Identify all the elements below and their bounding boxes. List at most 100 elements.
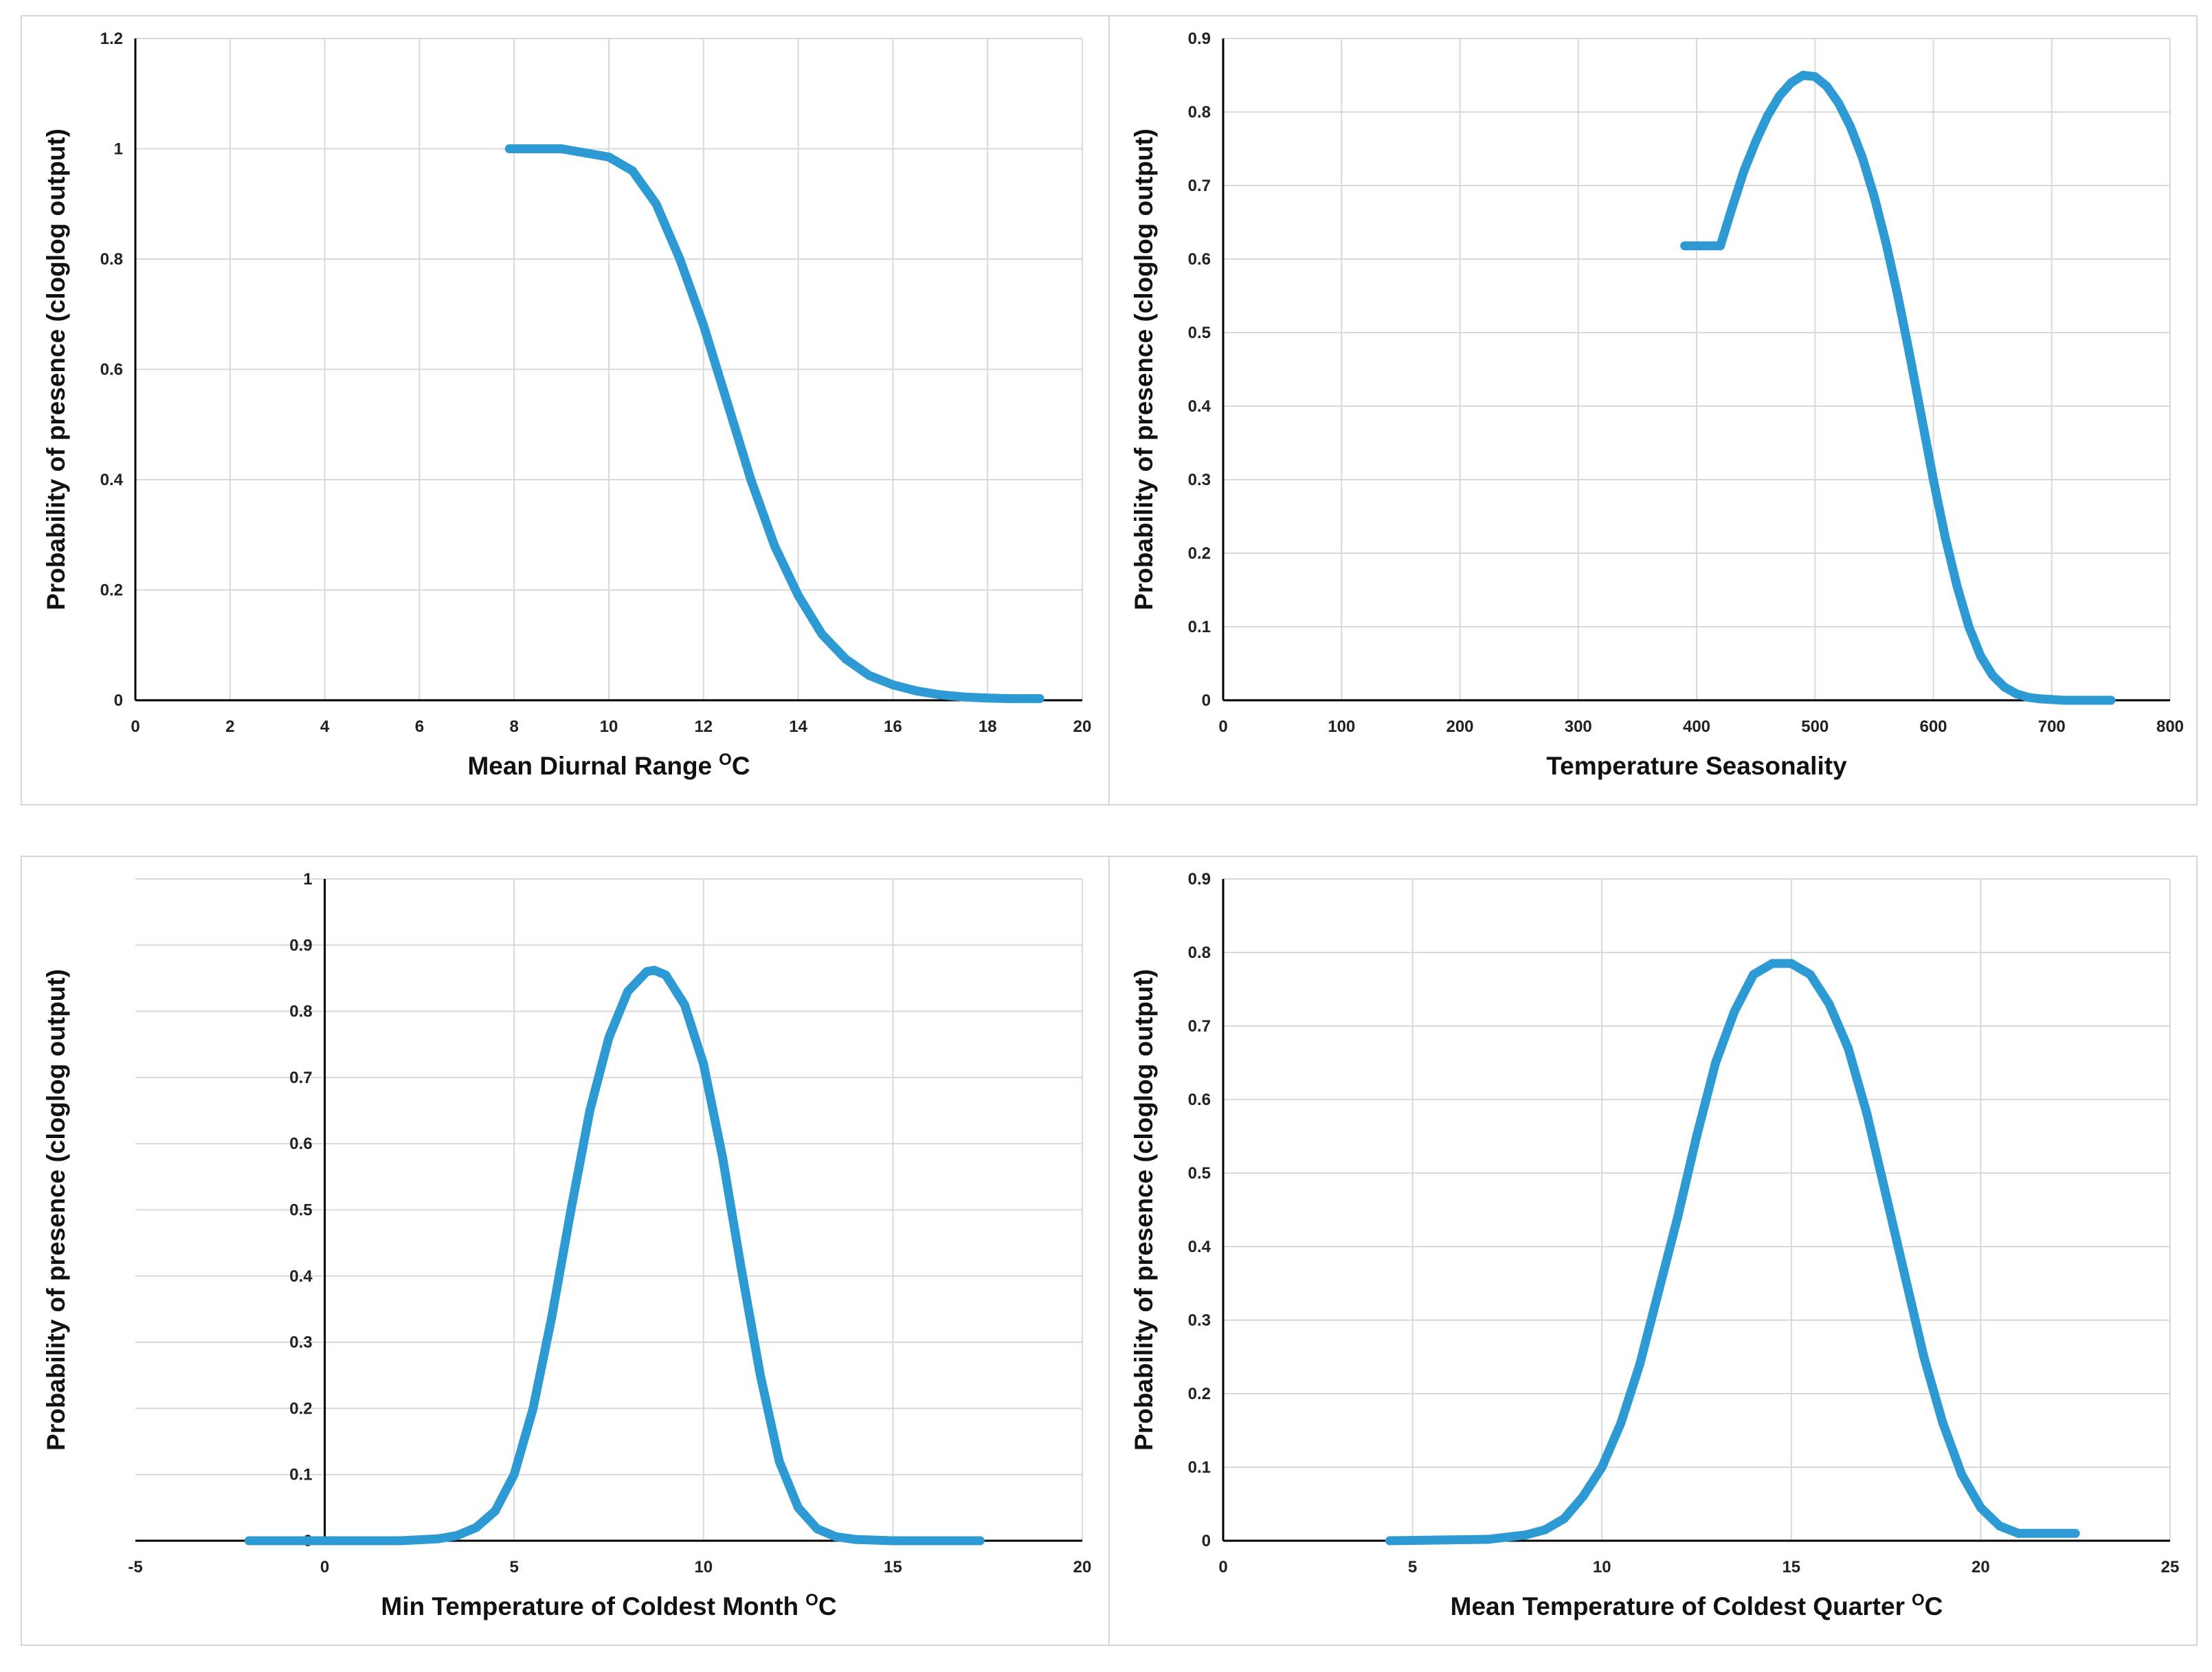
data-point <box>1869 192 1879 201</box>
data-point <box>1917 412 1926 422</box>
x-tick-label: 25 <box>2161 1558 2180 1576</box>
data-point <box>1976 651 1985 661</box>
x-tick-label: 10 <box>1593 1558 1611 1576</box>
data-point <box>2070 695 2080 705</box>
data-point <box>396 1536 405 1546</box>
data-point <box>1739 166 1749 176</box>
data-point <box>1938 1418 1947 1428</box>
y-axis-label: Probability of presence (cloglog output) <box>42 129 70 610</box>
data-point <box>1846 122 1855 131</box>
x-tick-label: 5 <box>1408 1558 1417 1576</box>
x-tick-label: 18 <box>979 717 997 736</box>
y-tick-label: 0.7 <box>1188 177 1211 195</box>
y-tick-label: 0.2 <box>1188 1385 1211 1403</box>
data-point <box>1798 71 1808 80</box>
data-point <box>935 690 945 700</box>
data-point <box>1597 1462 1607 1472</box>
x-tick-label: 0 <box>131 717 139 736</box>
x-tick-label: 20 <box>1971 1558 1990 1576</box>
data-point <box>1692 1132 1701 1141</box>
data-point <box>1775 91 1785 100</box>
data-point <box>794 1503 803 1513</box>
data-point <box>699 1060 708 1069</box>
data-point <box>794 591 803 601</box>
data-point <box>2011 689 2021 698</box>
data-point <box>680 1000 689 1010</box>
data-point <box>1559 1514 1569 1524</box>
x-tick-label: 12 <box>694 717 713 736</box>
data-point <box>888 680 897 690</box>
y-tick-label: 0.6 <box>289 1135 312 1153</box>
data-point <box>717 1152 727 1161</box>
chart-svg: 0 0.2 0.4 0.6 0.8 1 1.2 0 2 4 6 8 10 12 14 16 18 20 Mean D… <box>42 30 1092 780</box>
data-point <box>1730 1007 1739 1016</box>
data-point <box>1988 671 1998 680</box>
data-point <box>585 1106 594 1115</box>
data-point <box>722 398 732 408</box>
data-point <box>2106 695 2116 705</box>
data-point <box>661 970 671 980</box>
data-point <box>983 693 992 703</box>
y-tick-label: 0.3 <box>1188 1311 1211 1330</box>
data-point <box>1035 694 1044 704</box>
x-tick-label: 15 <box>884 1558 902 1576</box>
y-tick-label: 1 <box>114 140 123 159</box>
data-point <box>1763 111 1772 120</box>
data-point <box>2035 694 2045 704</box>
y-tick-label: 1 <box>303 870 312 889</box>
x-tick-label: 100 <box>1328 717 1355 736</box>
chart-svg: 00.10.20.30.40.50.60.70.80.91-5 0 5 10 15 20M… <box>42 870 1092 1620</box>
x-tick-label: 0 <box>1218 1558 1227 1576</box>
data-point <box>547 1311 557 1321</box>
y-tick-label: 0.9 <box>1188 30 1211 48</box>
x-tick-label: 14 <box>789 717 807 736</box>
series-line <box>1385 959 2080 1546</box>
data-point <box>623 987 633 996</box>
data-point <box>1905 350 1914 359</box>
data-point <box>774 1456 784 1466</box>
data-point <box>737 1264 746 1274</box>
y-tick-label: 0.5 <box>289 1201 312 1220</box>
data-point <box>434 1534 443 1543</box>
data-point <box>755 1370 765 1380</box>
y-tick-label: 0.6 <box>100 361 123 379</box>
data-point <box>1976 1503 1985 1513</box>
x-tick-label: 5 <box>510 1558 519 1576</box>
x-axis-label-text: Min Temperature of Coldest Month <box>381 1592 798 1620</box>
y-tick-label: 0.8 <box>1188 944 1211 962</box>
data-point <box>1007 694 1016 704</box>
data-point <box>1521 1530 1531 1539</box>
x-tick-label: 20 <box>1073 717 1092 736</box>
y-tick-label: 0.9 <box>289 936 312 955</box>
x-tick-label: 4 <box>320 717 330 736</box>
data-point <box>912 686 921 695</box>
chart-svg: 0 0.1 0.2 0.3 0.4 0.5 0.6 0.7 0.8 0.9 0 5 10 15 20 25 Me… <box>1130 870 2180 1620</box>
data-point <box>1616 1418 1626 1428</box>
x-tick-label: 10 <box>694 1558 713 1576</box>
x-tick-label: -5 <box>128 1558 142 1576</box>
data-point <box>642 967 651 977</box>
data-point <box>1952 581 1962 591</box>
x-axis-label: Min Temperature of Coldest Month OC <box>381 1591 836 1620</box>
y-tick-label: 0.6 <box>1188 1091 1211 1109</box>
data-point <box>627 166 637 176</box>
x-axis-unit: C <box>1925 1592 1943 1620</box>
data-point <box>699 320 708 330</box>
data-point <box>864 671 874 680</box>
data-point <box>770 541 779 550</box>
data-point <box>471 1523 481 1532</box>
y-tick-label: 0.5 <box>1188 324 1211 342</box>
data-point <box>841 654 850 664</box>
data-point <box>1787 959 1796 968</box>
x-axis-unit-sup: O <box>719 750 732 769</box>
data-point <box>1578 1492 1588 1502</box>
data-point <box>491 1506 500 1516</box>
x-tick-label: 16 <box>884 717 902 736</box>
x-tick-label: 200 <box>1446 717 1473 736</box>
data-point <box>528 1403 538 1413</box>
y-tick-label: 0.1 <box>289 1466 312 1484</box>
y-tick-label: 0.8 <box>1188 103 1211 122</box>
data-point <box>1715 241 1725 251</box>
y-tick-label: 0.6 <box>1188 250 1211 269</box>
x-tick-label: 20 <box>1073 1558 1092 1576</box>
